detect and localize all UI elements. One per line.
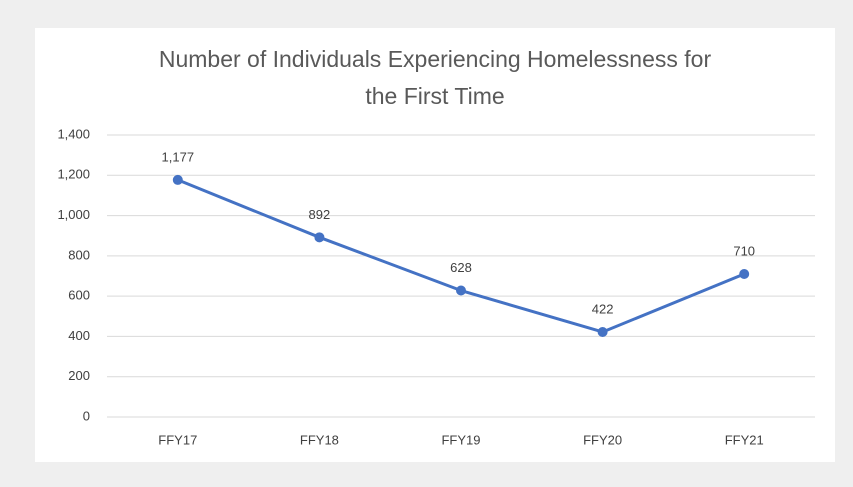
y-tick-label: 1,000 [57,207,90,222]
marker [597,326,608,337]
y-tick-label: 0 [83,408,90,423]
x-tick-label: FFY18 [300,432,339,447]
y-tick-label: 400 [68,328,90,343]
y-tick-label: 800 [68,247,90,262]
y-tick-label: 600 [68,288,90,303]
x-tick-label: FFY17 [158,432,197,447]
x-tick-label: FFY19 [441,432,480,447]
y-tick-label: 1,200 [57,167,90,182]
marker [456,285,466,296]
y-tick-label: 1,400 [57,126,90,141]
chart-title: the First Time [365,83,504,109]
marker [172,174,183,185]
chart-area [35,28,835,462]
x-tick-label: FFY21 [725,432,764,447]
x-tick-label: FFY20 [583,432,622,447]
data-label: 1,177 [162,149,195,164]
data-label: 892 [309,207,331,222]
marker [314,232,325,243]
data-label: 710 [733,243,755,258]
data-label: 628 [450,260,472,275]
chart-title: Number of Individuals Experiencing Homel… [159,46,712,72]
marker [739,268,750,279]
y-tick-label: 200 [68,368,90,383]
data-label: 422 [592,301,614,316]
